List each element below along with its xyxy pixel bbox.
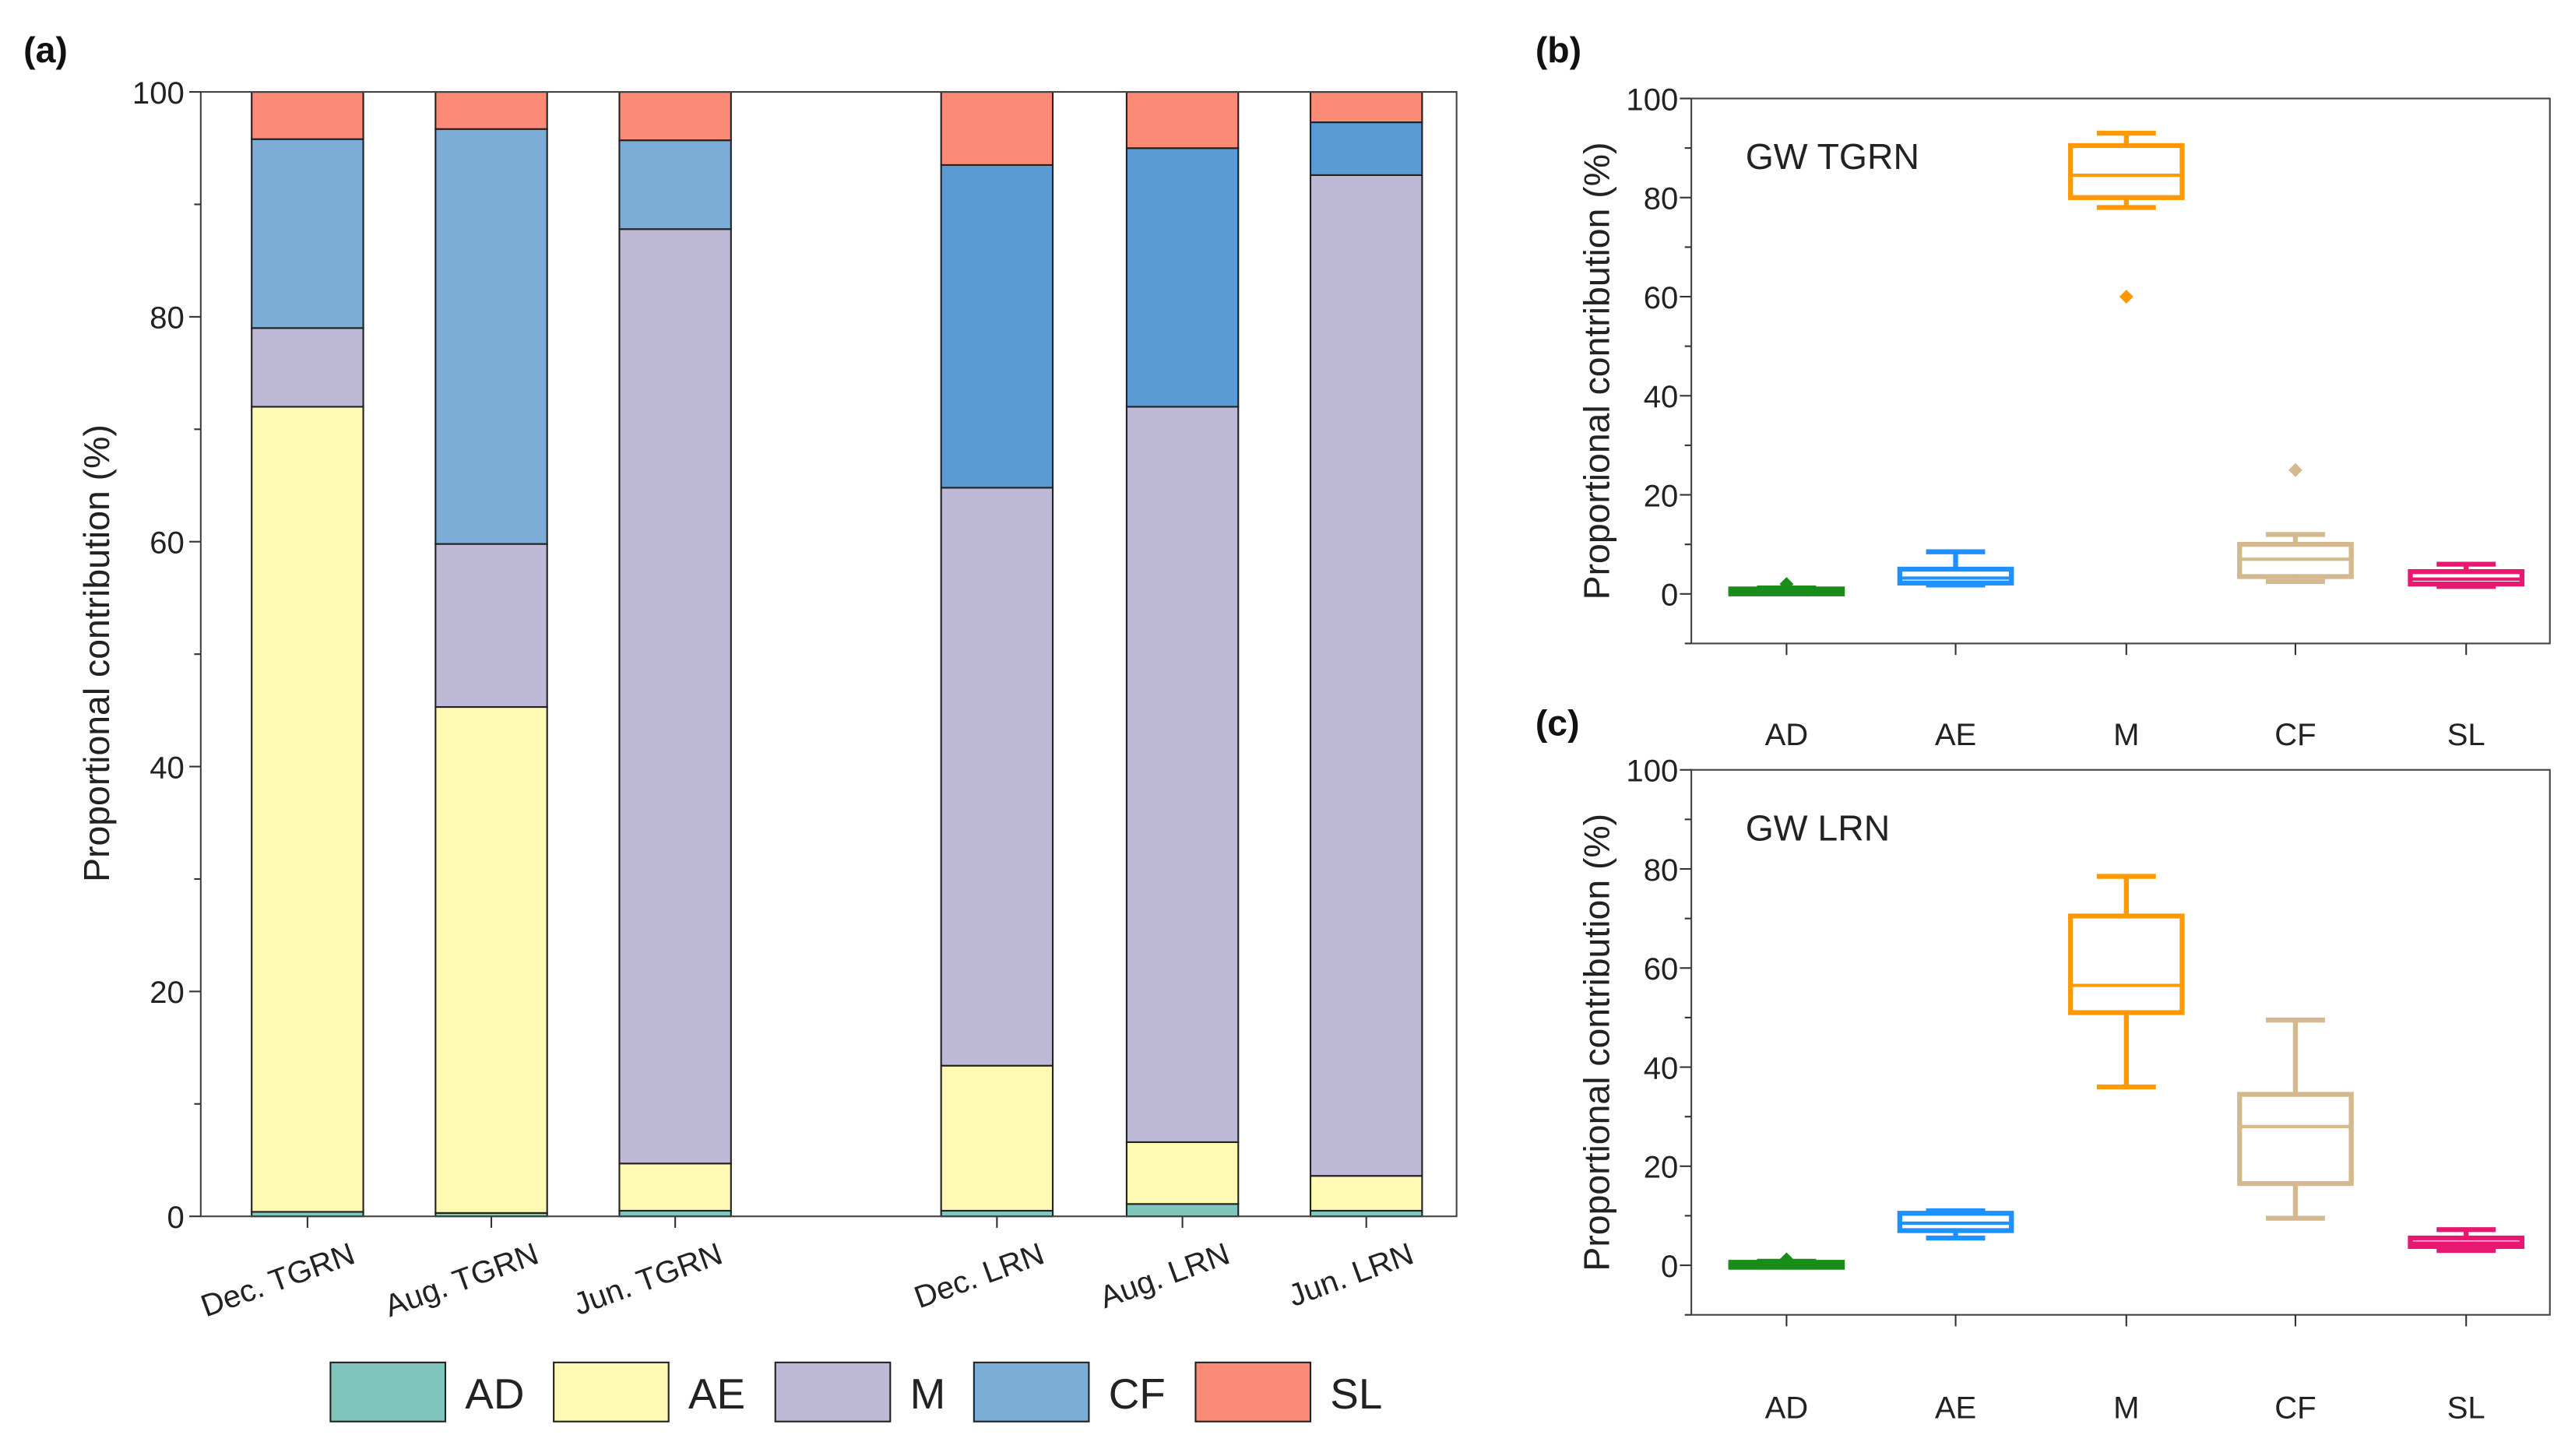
box-CF xyxy=(2237,1092,2354,1187)
bar-segment-CF xyxy=(618,139,732,230)
bar-segment-SL xyxy=(1309,91,1423,124)
outlier-point-AD xyxy=(1779,1252,1794,1267)
x-tick-label: CF xyxy=(2274,718,2316,752)
plot-frame xyxy=(1690,97,2551,645)
x-tick-label: SL xyxy=(2447,1391,2485,1426)
box-M xyxy=(2067,142,2185,200)
bar-segment-SL xyxy=(618,91,732,142)
bar-segment-M xyxy=(618,228,732,1165)
y-tick-label: 40 xyxy=(1644,1051,1679,1085)
y-tick-label: 0 xyxy=(167,1201,184,1235)
y-tick-label: 40 xyxy=(150,751,185,785)
y-tick-label: 80 xyxy=(1644,853,1679,888)
panel-c: (c) 0 20 40 60 80 100 Proportional contribution… xyxy=(1536,702,2551,1426)
legend-label-CF: CF xyxy=(1109,1370,1166,1418)
legend-label-AE: AE xyxy=(688,1370,745,1418)
panel-title: GW TGRN xyxy=(1746,136,1919,177)
bar-segment-SL xyxy=(1125,91,1240,149)
bar-segment-AD xyxy=(618,1209,732,1218)
y-axis-label: Proportional contribution (%) xyxy=(1577,814,1617,1271)
bar-segment-SL xyxy=(251,91,364,140)
y-tick-label: 20 xyxy=(1644,1151,1679,1185)
legend-swatch-AD xyxy=(329,1361,447,1423)
x-tick-label: AE xyxy=(1935,718,1976,752)
bar-segment-AE xyxy=(1125,1141,1240,1205)
bar-segment-M xyxy=(1309,174,1423,1177)
bar-segment-AD xyxy=(940,1209,1054,1218)
bar-segment-CF xyxy=(940,164,1054,489)
legend-swatch-CF xyxy=(973,1361,1090,1423)
x-tick-label: Aug. LRN xyxy=(1096,1236,1234,1315)
panel-a: (a) Dec. TGRN Aug. TGRN Jun. TGRN Dec. LRN Au… xyxy=(23,30,1458,1423)
bar-segment-M xyxy=(1125,406,1240,1143)
y-tick-label: 60 xyxy=(1644,281,1679,315)
plot-frame xyxy=(199,91,1458,1218)
panel-b: (b) 0 20 40 60 80 100 Proportional contribution… xyxy=(1536,30,2551,752)
y-tick-label: 100 xyxy=(1626,83,1678,117)
panel-title: GW LRN xyxy=(1746,807,1891,848)
y-tick-label: 20 xyxy=(1644,479,1679,513)
x-tick-label: Dec. TGRN xyxy=(196,1236,359,1324)
bar-segment-AE xyxy=(251,406,364,1213)
bar-segment-AE xyxy=(940,1064,1054,1212)
x-tick-label: Aug. TGRN xyxy=(380,1236,543,1324)
y-tick-label: 60 xyxy=(150,526,185,560)
y-tick-label: 100 xyxy=(132,76,185,111)
bar-segment-M xyxy=(434,543,548,709)
y-axis-label: Proportional contribution (%) xyxy=(1577,142,1617,600)
x-tick-label: Dec. LRN xyxy=(909,1236,1048,1315)
x-tick-label: AD xyxy=(1765,1391,1809,1426)
x-tick-label: AE xyxy=(1935,1391,1976,1426)
y-tick-label: 80 xyxy=(150,301,185,336)
legend-label-AD: AD xyxy=(465,1370,524,1418)
legend-swatch-SL xyxy=(1194,1361,1312,1423)
x-tick-label: M xyxy=(2113,718,2139,752)
bar-segment-AD xyxy=(1309,1209,1423,1218)
y-tick-label: 0 xyxy=(1661,1250,1678,1284)
bar-segment-AE xyxy=(618,1162,732,1212)
bar-segment-CF xyxy=(251,138,364,329)
panel-label: (a) xyxy=(23,30,68,70)
legend-swatch-M xyxy=(774,1361,892,1423)
y-tick-label: 40 xyxy=(1644,380,1679,414)
x-tick-label: CF xyxy=(2274,1391,2316,1426)
bar-segment-CF xyxy=(434,128,548,545)
legend-swatch-AE xyxy=(553,1361,670,1423)
box-M xyxy=(2067,913,2185,1015)
y-tick-label: 20 xyxy=(150,976,185,1010)
legend-label-M: M xyxy=(910,1370,946,1418)
y-axis-label: Proportional contribution (%) xyxy=(76,424,117,882)
panel-label: (b) xyxy=(1536,30,1581,70)
x-tick-label: Jun. LRN xyxy=(1284,1236,1418,1313)
bar-segment-SL xyxy=(434,91,548,130)
x-tick-label: Jun. TGRN xyxy=(569,1236,727,1322)
bar-segment-M xyxy=(251,327,364,408)
bar-segment-CF xyxy=(1309,121,1423,176)
outlier-point-M xyxy=(2119,290,2134,304)
y-tick-label: 0 xyxy=(1661,579,1678,613)
outlier-point-CF xyxy=(2288,462,2302,477)
legend-label-SL: SL xyxy=(1330,1370,1382,1418)
box-AE xyxy=(1897,566,2014,586)
y-tick-label: 60 xyxy=(1644,952,1679,986)
y-tick-label: 100 xyxy=(1626,754,1678,789)
bar-segment-AE xyxy=(1309,1175,1423,1212)
x-tick-label: AD xyxy=(1765,718,1809,752)
bar-segment-CF xyxy=(1125,147,1240,408)
bar-segment-SL xyxy=(940,91,1054,166)
x-tick-label: M xyxy=(2113,1391,2139,1426)
bar-segment-AE xyxy=(434,705,548,1214)
bar-segment-M xyxy=(940,487,1054,1067)
bar-segment-AD xyxy=(1125,1203,1240,1218)
x-tick-label: SL xyxy=(2447,718,2485,752)
panel-label: (c) xyxy=(1536,702,1580,743)
plot-frame xyxy=(1690,768,2551,1316)
y-tick-label: 80 xyxy=(1644,182,1679,216)
